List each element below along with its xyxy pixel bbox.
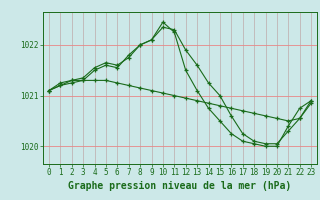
X-axis label: Graphe pression niveau de la mer (hPa): Graphe pression niveau de la mer (hPa) [68,181,292,191]
